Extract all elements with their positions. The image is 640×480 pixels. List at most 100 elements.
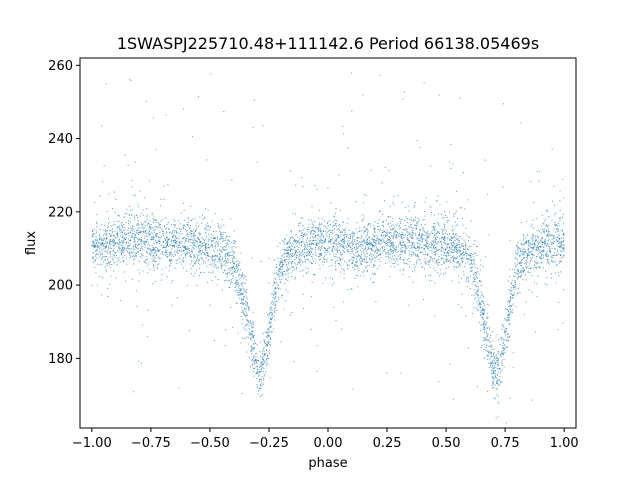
data-point <box>363 250 364 252</box>
data-point <box>117 226 119 228</box>
data-point <box>548 239 550 241</box>
data-point <box>276 287 278 289</box>
data-point <box>516 254 518 256</box>
data-point <box>543 240 545 242</box>
data-point <box>141 226 143 228</box>
data-point <box>366 229 368 231</box>
data-point <box>545 224 547 226</box>
data-point <box>244 304 246 306</box>
data-point <box>442 247 443 248</box>
data-point <box>236 282 238 283</box>
data-point <box>115 233 117 235</box>
data-point <box>133 391 135 393</box>
data-point <box>363 215 365 217</box>
data-point <box>470 246 472 248</box>
data-point <box>299 242 301 244</box>
data-point <box>544 242 546 244</box>
data-point <box>363 218 365 220</box>
data-point <box>393 196 395 198</box>
data-point <box>205 224 207 226</box>
data-point <box>131 252 133 254</box>
data-point <box>503 348 505 350</box>
data-point <box>306 238 308 240</box>
data-point <box>498 364 500 366</box>
data-point <box>238 274 239 276</box>
data-point <box>510 311 511 313</box>
data-point <box>105 247 107 249</box>
data-point <box>110 235 111 237</box>
data-point <box>563 197 565 199</box>
data-point <box>339 259 341 261</box>
data-point <box>105 251 107 253</box>
data-point <box>377 226 379 227</box>
data-point <box>235 265 237 267</box>
data-point <box>356 240 358 242</box>
data-point <box>136 229 138 231</box>
data-point <box>151 258 153 260</box>
data-point <box>121 226 123 228</box>
data-point <box>520 271 522 273</box>
data-point <box>369 243 371 244</box>
data-point <box>329 241 331 243</box>
data-point <box>441 245 443 247</box>
data-point <box>104 224 106 226</box>
data-point <box>222 272 224 273</box>
data-point <box>276 272 277 274</box>
data-point <box>363 232 365 234</box>
data-point <box>440 241 442 242</box>
data-point <box>419 233 420 235</box>
data-point <box>324 258 326 260</box>
data-point <box>165 254 166 256</box>
data-point <box>509 305 511 307</box>
data-point <box>348 244 349 246</box>
data-point <box>333 242 335 244</box>
data-point <box>146 233 148 235</box>
data-point <box>478 273 480 275</box>
data-point <box>318 234 319 236</box>
data-point <box>562 256 564 258</box>
data-point <box>370 169 372 171</box>
data-point <box>511 294 513 296</box>
data-point <box>431 233 433 235</box>
data-point <box>357 242 359 244</box>
data-point <box>190 251 192 253</box>
data-point <box>153 249 154 251</box>
data-point <box>349 243 350 245</box>
data-point <box>480 324 482 326</box>
data-point <box>387 252 389 254</box>
data-point <box>267 314 269 316</box>
data-point <box>486 312 488 314</box>
data-point <box>263 351 265 353</box>
data-point <box>501 351 503 353</box>
data-point <box>383 220 385 222</box>
data-point <box>517 242 519 243</box>
data-point <box>128 213 130 215</box>
data-point <box>189 234 191 236</box>
data-point <box>553 254 555 256</box>
data-point <box>192 265 194 267</box>
data-point <box>461 245 463 246</box>
data-point <box>341 238 343 240</box>
data-point <box>359 275 361 277</box>
data-point <box>311 281 313 283</box>
data-point <box>204 239 205 241</box>
data-point <box>134 240 136 242</box>
data-point <box>513 275 515 277</box>
data-point <box>288 254 290 256</box>
data-point <box>494 365 495 367</box>
data-point <box>177 249 179 251</box>
data-point <box>303 233 305 235</box>
data-point <box>227 260 229 261</box>
data-point <box>205 245 207 247</box>
data-point <box>436 199 438 201</box>
data-point <box>487 333 489 335</box>
data-point <box>130 251 132 253</box>
data-point <box>148 231 150 233</box>
data-point <box>480 304 482 306</box>
data-point <box>505 346 507 348</box>
data-point <box>341 328 343 330</box>
data-point <box>270 331 272 333</box>
data-point <box>444 242 446 244</box>
data-point <box>341 254 343 256</box>
data-point <box>546 233 548 235</box>
